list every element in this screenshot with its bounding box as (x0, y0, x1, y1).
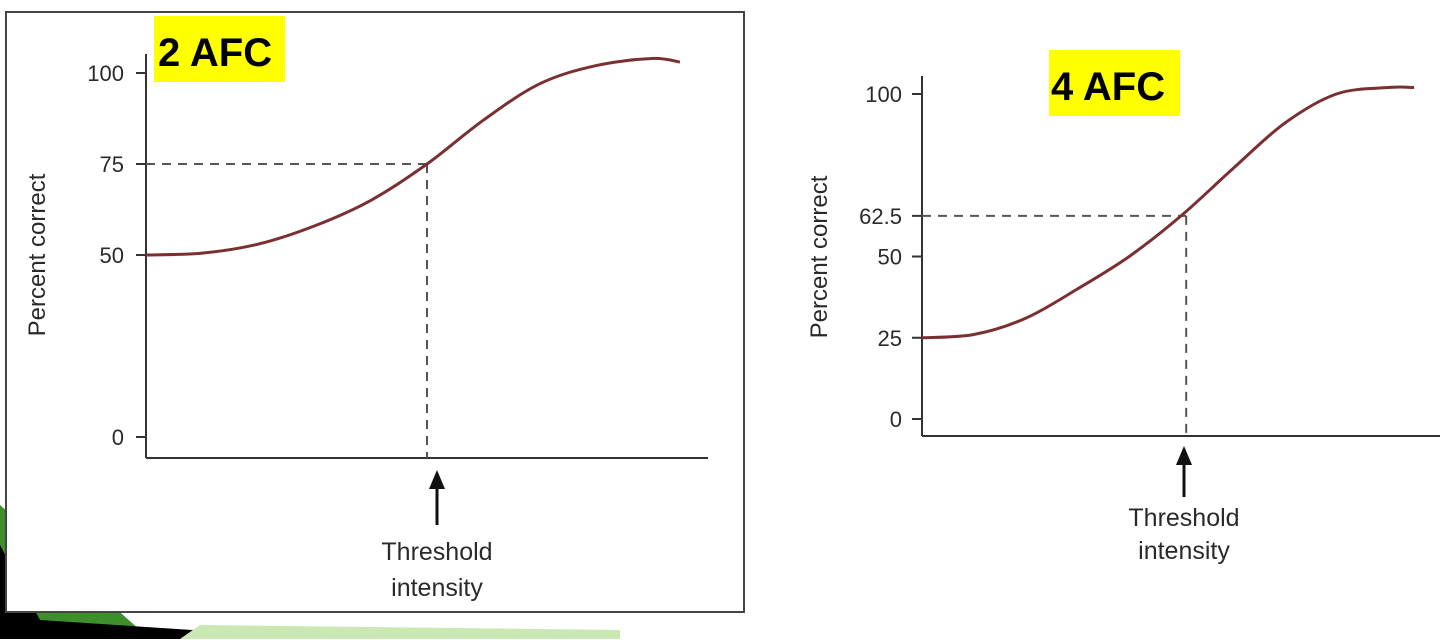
threshold-label-line2: intensity (1138, 537, 1230, 565)
afc-highlight (154, 16, 285, 82)
psychometric-curve (145, 56, 681, 257)
chart-4afc: 4 AFC Percent correct 0 25 50 62.5 100 Thres… (806, 50, 1440, 565)
y-tick-label: 25 (878, 326, 902, 351)
y-tick-label: 50 (100, 243, 124, 268)
afc-highlight (1049, 50, 1180, 116)
y-tick-label: 0 (112, 425, 124, 450)
y-tick-label: 0 (890, 407, 902, 432)
chart-title: 2 AFC (158, 31, 272, 75)
slide-green-stripe-light (180, 625, 620, 639)
psychometric-curve (921, 85, 1415, 340)
y-tick-label: 100 (87, 61, 124, 86)
y-axis-title: Percent correct (24, 173, 51, 336)
y-ticks: 0 25 50 62.5 100 (859, 82, 922, 432)
threshold-arrow-head (1176, 446, 1192, 465)
threshold-arrow-head (429, 470, 445, 489)
y-tick-label: 62.5 (859, 204, 902, 229)
threshold-label-line1: Threshold (381, 538, 492, 566)
slide-black-stripe (0, 545, 330, 639)
threshold-label-line1: Threshold (1128, 504, 1239, 532)
chart-2afc: 2 AFC Percent correct 0 50 75 100 Threshold… (24, 16, 708, 602)
y-tick-label: 100 (865, 82, 902, 107)
threshold-label-line2: intensity (391, 574, 483, 602)
y-axis-title: Percent correct (806, 175, 833, 338)
y-ticks: 0 50 75 100 (87, 61, 146, 450)
y-tick-label: 75 (100, 152, 124, 177)
y-tick-label: 50 (878, 245, 902, 270)
chart-title: 4 AFC (1051, 65, 1165, 109)
panel-frame-2afc (5, 11, 745, 613)
